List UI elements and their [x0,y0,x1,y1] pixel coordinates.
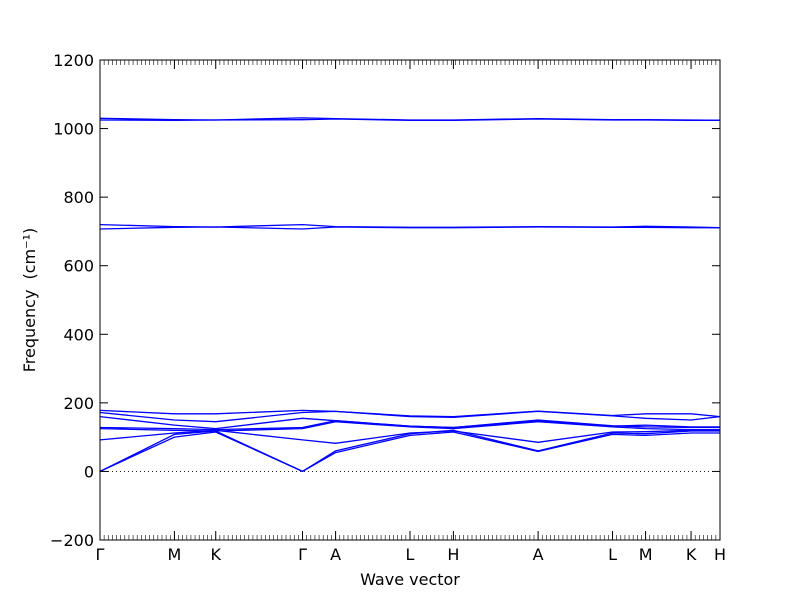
y-tick-label: 800 [63,188,94,207]
x-tick-label: H [714,545,726,564]
band-line-2 [99,429,720,473]
y-tick-label: 200 [63,394,94,413]
band-line-4 [99,421,720,432]
y-tick-label: 1000 [53,120,94,139]
band-line-1 [99,431,720,473]
x-tick-label: K [210,545,221,564]
band-line-8 [99,409,721,418]
x-tick-label: M [639,545,653,564]
x-axis-label: Wave vector [360,570,460,589]
x-tick-label: L [406,545,415,564]
band-line-3 [99,429,720,444]
y-axis-label-unit: (cm⁻¹) [20,228,39,280]
x-tick-label: A [533,545,544,564]
x-tick-label: H [447,545,459,564]
y-axis-label: Frequency (cm⁻¹) [20,228,39,372]
band-line-12 [99,117,721,121]
y-tick-label: 400 [63,325,94,344]
band-line-7 [99,410,721,423]
x-tick-label: L [608,545,617,564]
y-tick-label: −200 [50,531,94,550]
x-tick-label: Γ [298,545,307,564]
x-tick-label: K [686,545,697,564]
y-axis-label-text: Frequency [20,290,39,373]
x-tick-label: Γ [96,545,105,564]
y-tick-label: 1200 [53,51,94,70]
band-line-6 [99,415,720,430]
plot-area [99,117,721,473]
y-tick-label: 0 [84,462,94,481]
x-tick-label: M [167,545,181,564]
x-tick-label: A [330,545,341,564]
y-axis: −200 0 200 400 600 800 1000 1200 [50,51,720,550]
plot-frame [99,59,721,541]
band-line-10 [99,223,721,229]
y-tick-label: 600 [63,257,94,276]
